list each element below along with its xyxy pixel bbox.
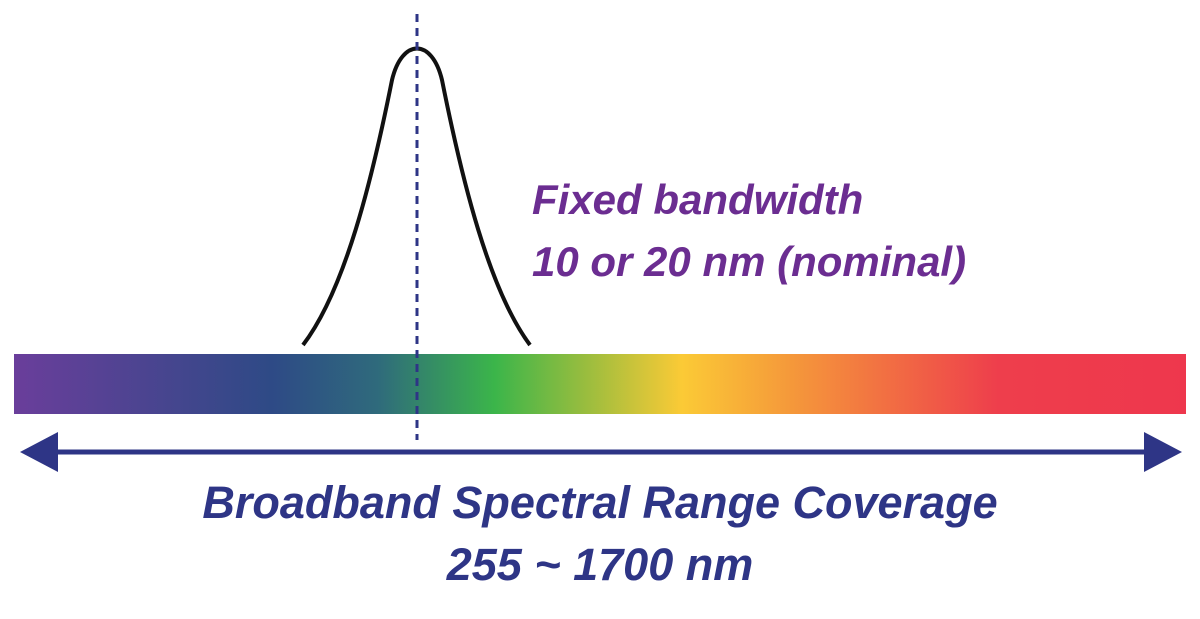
spectrum-bar [14, 354, 1186, 414]
bandwidth-title: Fixed bandwidth [532, 176, 863, 223]
arrow-head-left [20, 432, 58, 472]
range-value: 255 ~ 1700 nm [446, 539, 753, 590]
range-title: Broadband Spectral Range Coverage [202, 477, 997, 528]
arrow-head-right [1144, 432, 1182, 472]
bandwidth-value: 10 or 20 nm (nominal) [532, 238, 966, 285]
